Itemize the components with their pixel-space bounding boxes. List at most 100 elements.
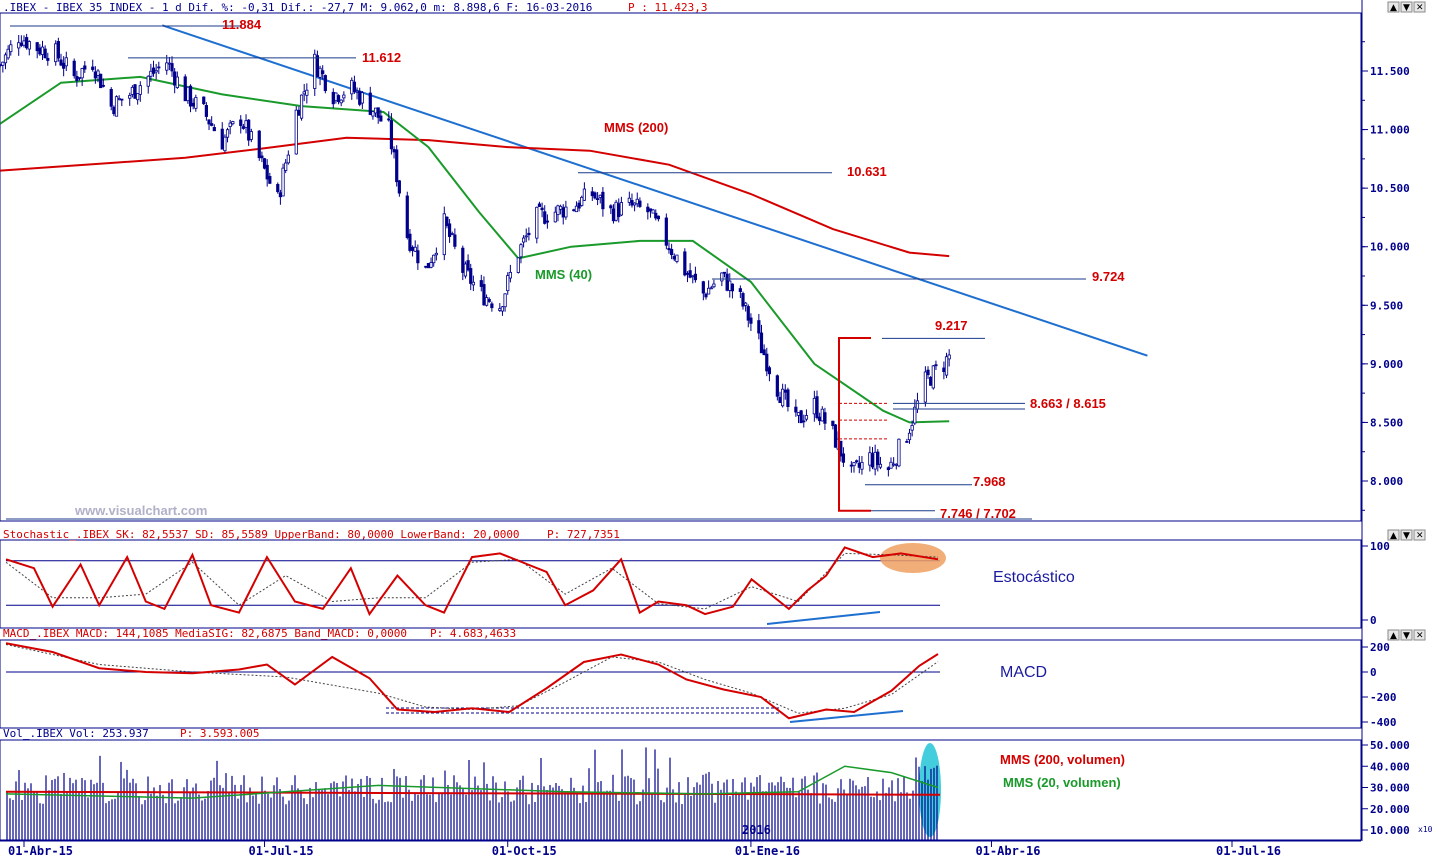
candle-body — [96, 70, 100, 76]
candle-body — [638, 200, 642, 207]
candle-body — [596, 198, 600, 201]
candle-body — [72, 60, 76, 77]
candle-body — [331, 91, 335, 105]
candle-body — [876, 451, 880, 466]
candle-body — [373, 107, 378, 114]
candle-body — [350, 79, 354, 95]
candle-body — [794, 406, 798, 413]
candle-body — [537, 203, 542, 207]
stoch-header: Stochastic_.IBEX SK: 82,5537 SD: 85,5589… — [3, 528, 520, 541]
candle-body — [590, 191, 594, 197]
candle-body — [25, 37, 29, 49]
level-label-7968: 7.968 — [973, 474, 1006, 489]
macd-up-button[interactable] — [1387, 629, 1400, 641]
candle-body — [442, 213, 446, 256]
retracement-bracket — [838, 337, 871, 512]
candle-body — [223, 136, 227, 152]
candle-body — [572, 209, 576, 212]
candle-body — [342, 94, 346, 99]
stoch-window-buttons: ▲ ▼ ✕ — [1387, 529, 1426, 541]
candle-body — [913, 406, 917, 424]
level-label-10631: 10.631 — [847, 164, 887, 179]
candle-body — [506, 275, 510, 292]
candle-body — [561, 207, 565, 218]
candle-body — [556, 205, 560, 215]
candle-body — [336, 95, 341, 102]
macd-line — [5, 642, 939, 720]
candle-body — [183, 76, 187, 102]
level-label-11612: 11.612 — [362, 50, 401, 65]
stoch-close-button[interactable] — [1413, 529, 1426, 541]
close-panel-button[interactable] — [1413, 1, 1426, 13]
candle-body — [410, 246, 415, 251]
macd-close-button[interactable] — [1413, 629, 1426, 641]
candle-body — [130, 86, 134, 95]
x-tick-label-1: 01-Jul-15 — [249, 844, 314, 857]
price-ytick-label: 10.000 — [1370, 241, 1410, 254]
candle-body — [521, 237, 526, 243]
candle-body — [553, 211, 557, 223]
stoch-up-button[interactable] — [1387, 529, 1400, 541]
vol-ytick-label: 50.000 — [1370, 739, 1410, 752]
candle-body — [894, 463, 898, 466]
candle-body — [749, 317, 753, 324]
scroll-up-button[interactable] — [1387, 1, 1400, 13]
candle-body — [445, 216, 449, 227]
candle-body — [241, 126, 245, 129]
macd-panel-frame — [0, 639, 1362, 729]
candle-body — [157, 66, 161, 69]
candle-body — [860, 461, 864, 470]
candle-body — [646, 206, 650, 213]
candle-body — [907, 432, 912, 441]
candle-body — [276, 184, 280, 193]
macd-ytick-label: 200 — [1370, 641, 1390, 654]
candle-body — [574, 205, 579, 213]
candle-body — [741, 293, 745, 307]
candle-body — [244, 120, 248, 128]
stoch-annotation: Estocástico — [993, 569, 1075, 586]
candle-body — [627, 197, 631, 203]
candle-body — [915, 400, 920, 410]
candle-body — [619, 202, 623, 216]
candle-body — [260, 155, 264, 159]
candle-body — [358, 90, 362, 105]
scroll-down-button[interactable] — [1400, 1, 1413, 13]
candle-body — [249, 131, 253, 140]
stoch-close-icon: ✕ — [1416, 531, 1424, 541]
candle-body — [120, 98, 124, 101]
candle-body — [225, 129, 230, 138]
candle-body — [648, 208, 653, 212]
vol-ytick-label: 40.000 — [1370, 760, 1410, 773]
stoch-ytick-label: 0 — [1370, 614, 1377, 627]
macd-header-p: P: 4.683,4633 — [430, 627, 516, 640]
candle-body — [926, 369, 930, 376]
candle-body — [405, 195, 409, 238]
candle-body — [503, 293, 507, 308]
candle-body — [186, 86, 190, 102]
candle-body — [83, 65, 87, 70]
candle-body — [683, 251, 687, 276]
candle-body — [545, 220, 549, 223]
candle-body — [56, 41, 60, 59]
candle-body — [577, 202, 581, 209]
level-label-11884: 11.884 — [222, 17, 262, 32]
candle-body — [675, 254, 679, 262]
candle-body — [897, 438, 901, 467]
candle-body — [75, 76, 79, 82]
candle-body — [167, 62, 171, 65]
candle-body — [368, 92, 372, 115]
candle-body — [802, 420, 806, 423]
candle-body — [112, 106, 116, 115]
macd-annotation: MACD — [1000, 664, 1047, 681]
macd-down-button[interactable] — [1400, 629, 1413, 641]
candle-body — [873, 451, 877, 470]
candle-body — [667, 248, 671, 251]
stoch-highlight — [880, 543, 946, 573]
candle-body — [91, 66, 95, 70]
candle-body — [910, 424, 914, 431]
candle-body — [64, 57, 68, 67]
stoch-down-button[interactable] — [1400, 529, 1413, 541]
candle-body — [268, 176, 272, 184]
candle-body — [22, 40, 26, 46]
